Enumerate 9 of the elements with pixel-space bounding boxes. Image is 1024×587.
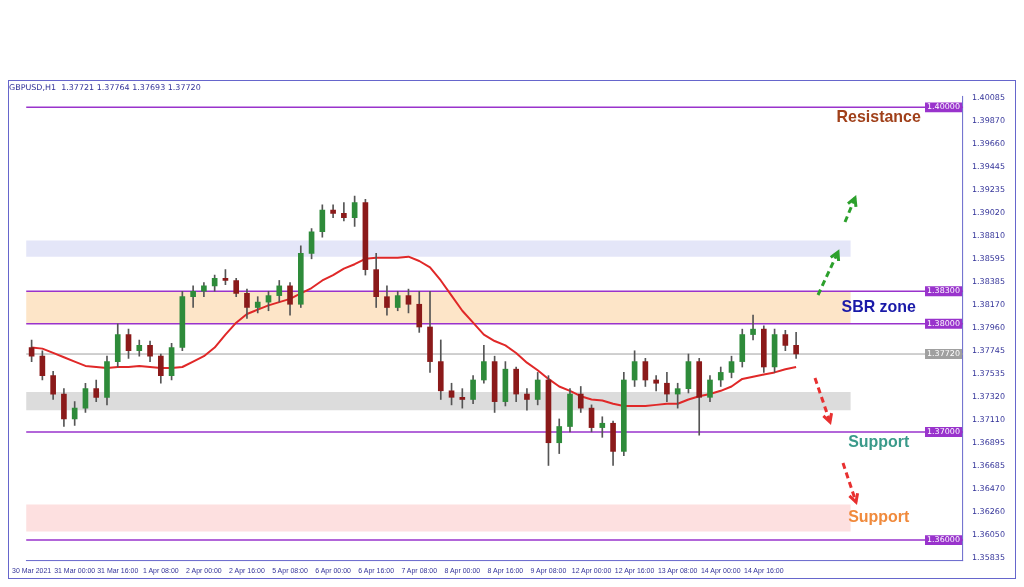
annotation: Resistance: [836, 107, 921, 125]
candlestick: [750, 314, 756, 341]
band-label: SBR zone: [841, 297, 917, 315]
candlestick: [459, 388, 466, 409]
band-label: Support: [848, 508, 910, 526]
candlestick: [653, 375, 659, 392]
candlestick: [524, 388, 530, 411]
candlestick: [599, 416, 606, 438]
annotation: Support: [848, 432, 910, 450]
